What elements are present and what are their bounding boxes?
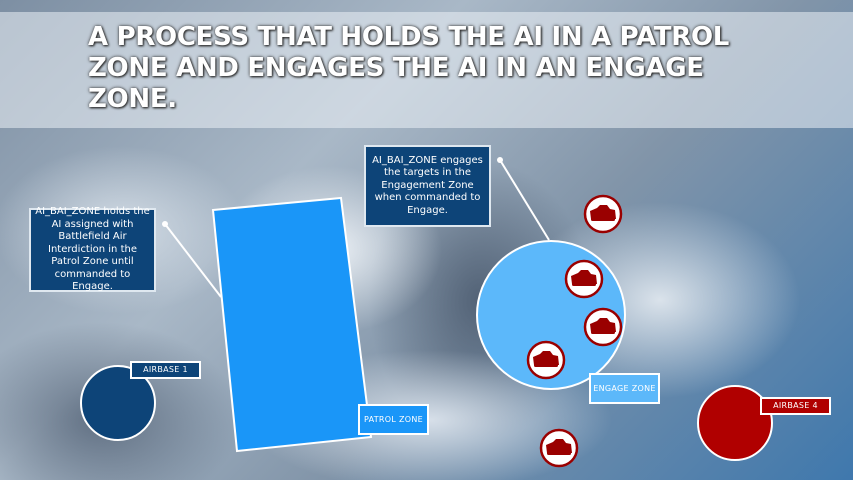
leader-dot — [162, 221, 168, 227]
airbase-1-circle — [80, 365, 156, 441]
tank-icon — [539, 428, 579, 468]
patrol-zone-label: PATROL ZONE — [358, 404, 429, 435]
tank-icon — [583, 194, 623, 234]
airbase-1-label: AIRBASE 1 — [130, 361, 201, 379]
tank-icon — [583, 307, 623, 347]
airbase-4-circle — [697, 385, 773, 461]
patrol-zone-shape — [211, 196, 373, 453]
tank-icon — [526, 340, 566, 380]
airbase-4-label: AIRBASE 4 — [760, 397, 831, 415]
engage-note: AI_BAI_ZONE engages the targets in the E… — [364, 145, 491, 227]
patrol-note: AI_BAI_ZONE holds the AI assigned with B… — [29, 206, 156, 292]
engage-zone-label: ENGAGE ZONE — [589, 373, 660, 404]
leader-dot — [497, 157, 503, 163]
slide-title: A PROCESS THAT HOLDS THE AI IN A PATROL … — [88, 22, 730, 114]
tank-icon — [564, 259, 604, 299]
title-band — [0, 12, 853, 128]
patrol-leader-line — [164, 223, 222, 298]
engage-leader-line — [499, 159, 550, 241]
